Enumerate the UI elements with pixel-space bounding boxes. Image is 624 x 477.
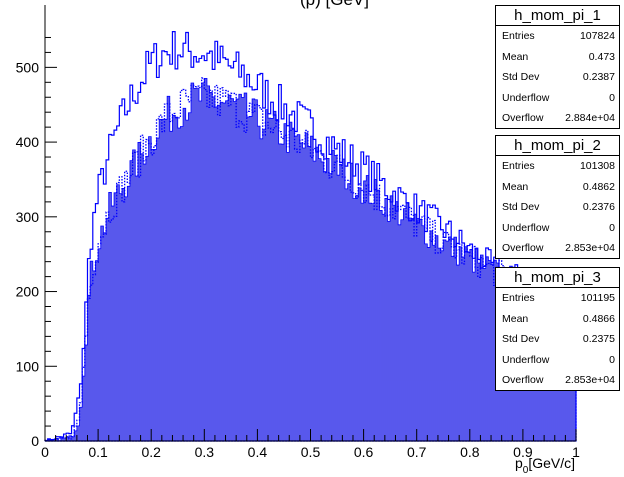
stats-row-overflow: Overflow 2.884e+04 [502,112,615,125]
y-tick-label: 500 [16,59,40,75]
x-axis-label-unit: [GeV/c] [528,455,575,471]
x-tick-label: 0 [41,444,49,460]
stats-row-std-dev: Std Dev 0.2376 [502,201,615,214]
stats-row-mean: Mean 0.473 [502,50,615,63]
axes [44,5,577,442]
stats-row-underflow: Underflow 0 [502,91,615,104]
x-tick-label: 0.6 [354,444,374,460]
stats-box-h-mom-pi-3: h_mom_pi_3 Entries 101195 Mean 0.4866 Std … [495,267,620,391]
histogram-series-h-mom-pi-3 [44,77,577,442]
stats-title: h_mom_pi_2 [496,136,619,156]
x-axis-label: p0[GeV/c] [515,455,575,476]
stats-box-h-mom-pi-2: h_mom_pi_2 Entries 101308 Mean 0.4862 Std … [495,135,620,259]
stats-title: h_mom_pi_1 [496,6,619,26]
stats-row-std-dev: Std Dev 0.2375 [502,333,615,346]
stats-row-underflow: Underflow 0 [502,221,615,234]
x-tick-label: 1 [572,444,580,460]
stats-row-entries: Entries 101195 [502,292,615,304]
chart-title-fragment: (p) [GeV] [300,0,369,10]
x-tick-label: 0.2 [141,444,161,460]
x-tick-label: 0.1 [88,444,108,460]
y-tick-label: 0 [31,433,39,449]
stats-row-entries: Entries 101308 [502,160,615,172]
x-tick-label: 0.4 [248,444,268,460]
stats-row-underflow: Underflow 0 [502,353,615,366]
histogram-series-h-mom-pi-2 [44,77,577,442]
y-tick-label: 400 [16,134,40,150]
stats-row-std-dev: Std Dev 0.2387 [502,71,615,84]
stats-row-overflow: Overflow 2.853e+04 [502,242,615,255]
y-tick-label: 100 [16,358,40,374]
histogram-series-h-mom-pi-1 [45,31,577,442]
stats-row-mean: Mean 0.4862 [502,180,615,193]
line-histogram-layer [45,31,577,442]
stats-box-h-mom-pi-1: h_mom_pi_1 Entries 107824 Mean 0.473 Std D… [495,5,620,129]
dotted-histogram-layer [44,77,577,442]
x-tick-label: 0.8 [460,444,480,460]
stats-row-mean: Mean 0.4866 [502,312,615,325]
x-tick-label: 0.5 [301,444,321,460]
y-tick-label: 200 [16,284,40,300]
stats-title: h_mom_pi_3 [496,268,619,288]
x-axis-label-sub: 0 [523,465,529,476]
stats-row-entries: Entries 107824 [502,30,615,42]
x-tick-label: 0.3 [195,444,215,460]
x-axis-label-main: p [515,455,523,471]
y-tick-label: 300 [16,209,40,225]
stats-row-overflow: Overflow 2.853e+04 [502,374,615,387]
x-tick-label: 0.7 [407,444,427,460]
x-tick-label: 0.9 [513,444,533,460]
tick-labels: 0 0.1 0.2 0.3 0.4 0.5 0.6 0.7 0.8 0.9 1 0 100 200 300 4… [16,59,580,460]
